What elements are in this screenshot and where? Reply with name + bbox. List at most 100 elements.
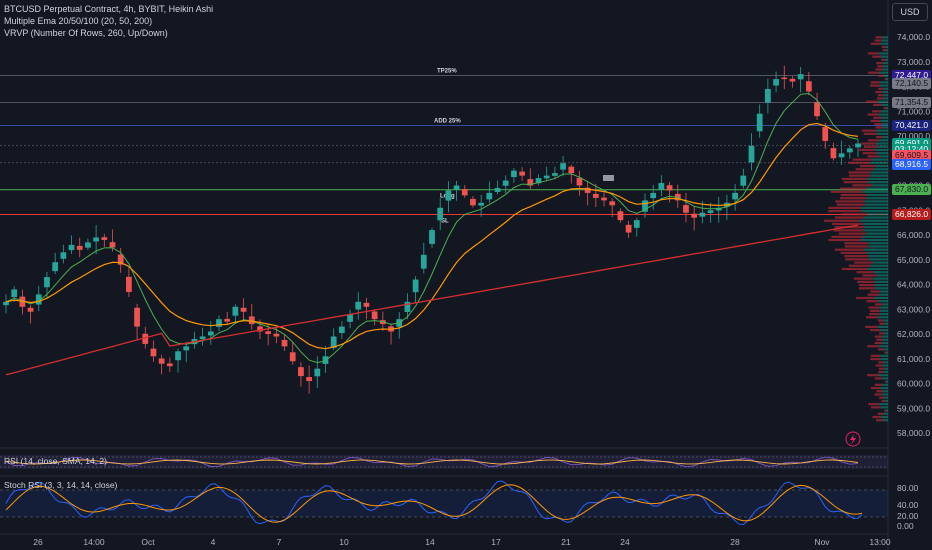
vp-bar-up: [883, 370, 888, 374]
candle-body: [281, 339, 288, 347]
vp-bar-down: [855, 168, 874, 171]
vp-bar-up: [880, 406, 888, 409]
vp-bar-down: [881, 399, 886, 403]
vp-bar-up: [879, 309, 888, 312]
vp-bar-down: [870, 119, 881, 123]
candle-body: [101, 237, 108, 240]
vp-bar-up: [879, 84, 888, 87]
vp-bar-up: [883, 367, 888, 370]
vp-bar-up: [881, 393, 888, 396]
annotation-tp[interactable]: TP25%: [437, 68, 457, 74]
candle-body: [371, 311, 378, 320]
vp-bar-down: [867, 345, 879, 348]
candle-body: [781, 77, 788, 80]
vp-bar-up: [882, 90, 888, 94]
vp-bar-up: [880, 415, 888, 419]
candle-body: [502, 180, 509, 186]
vp-bar-up: [872, 184, 888, 187]
vp-bar-down: [876, 61, 883, 65]
candle-body: [822, 127, 829, 141]
candle-body: [814, 102, 820, 117]
vp-bar-down: [848, 264, 871, 267]
candle-body: [27, 307, 34, 312]
vp-bar-up: [879, 312, 888, 316]
vp-bar-down: [873, 116, 882, 119]
annotation-sl[interactable]: SL: [441, 219, 449, 225]
vp-bar-up: [861, 209, 888, 213]
chart-marker[interactable]: [603, 175, 614, 181]
price-tag: 70,421.0: [892, 120, 932, 132]
vp-bar-up: [879, 306, 888, 309]
vp-bar-up: [872, 277, 888, 280]
vp-bar-down: [885, 380, 886, 383]
currency-button[interactable]: USD: [892, 3, 928, 21]
rsi-legend[interactable]: RSI (14, close, SMA, 14, 2): [4, 456, 107, 466]
vp-bar-up: [862, 222, 888, 226]
candle-body: [52, 262, 59, 272]
vp-bar-up: [868, 245, 888, 248]
indicator-ema-legend[interactable]: Multiple Ema 20/50/100 (20, 50, 200): [4, 16, 153, 26]
vp-bar-up: [877, 132, 888, 135]
vp-bar-down: [870, 42, 881, 45]
vp-bar-up: [881, 103, 888, 107]
candle-body: [109, 242, 116, 248]
candle-body: [437, 207, 444, 221]
vp-bar-down: [879, 396, 885, 399]
alert-icon[interactable]: [845, 431, 861, 447]
ema-200-line: [5, 224, 859, 376]
indicator-vrvp-legend[interactable]: VRVP (Number Of Rows, 260, Up/Down): [4, 28, 168, 38]
vp-bar-down: [878, 367, 884, 370]
candle-body: [126, 276, 132, 292]
vp-bar-down: [841, 177, 868, 181]
candle-body: [830, 148, 837, 159]
vp-bar-up: [880, 110, 888, 113]
vp-bar-down: [875, 303, 883, 306]
time-axis-label: 10: [339, 537, 349, 547]
time-axis-label: 28: [730, 537, 740, 547]
candle-body: [625, 224, 632, 233]
chart-title: BTCUSD Perpetual Contract, 4h, BYBIT, He…: [4, 4, 214, 14]
vp-bar-down: [867, 113, 879, 116]
rsi-line: [5, 456, 859, 468]
vp-bar-down: [878, 370, 884, 374]
candle-body: [568, 166, 575, 174]
annotation-add[interactable]: ADD 25%: [434, 119, 461, 125]
vp-bar-up: [885, 49, 888, 52]
vp-bar-down: [828, 206, 862, 209]
vp-bar-up: [882, 126, 888, 129]
candle-body: [478, 202, 485, 206]
vp-bar-up: [873, 168, 888, 171]
vp-bar-up: [866, 187, 888, 190]
candle-body: [306, 377, 312, 382]
time-axis-label: Nov: [814, 537, 830, 547]
vp-bar-up: [878, 52, 888, 55]
candle-body: [224, 318, 231, 322]
vp-bar-up: [865, 232, 888, 235]
candle-body: [150, 348, 157, 357]
vp-bar-down: [859, 287, 875, 290]
stoch-axis-label: 0.00: [897, 521, 914, 531]
candle-body: [273, 333, 280, 337]
candle-body: [486, 192, 493, 200]
stoch-rsi-legend[interactable]: Stoch RSI (3, 3, 14, 14, close): [4, 480, 118, 490]
time-axis-label: 4: [211, 537, 216, 547]
candle-body: [494, 187, 501, 192]
vp-bar-down: [856, 271, 874, 274]
vp-bar-up: [874, 283, 888, 287]
candle-body: [773, 79, 779, 86]
vp-bar-up: [882, 364, 888, 367]
vp-bar-down: [859, 283, 875, 287]
vp-bar-up: [873, 271, 888, 274]
vp-bar-up: [881, 123, 888, 126]
vp-bar-down: [838, 232, 866, 235]
vp-bar-down: [870, 357, 881, 361]
vp-bar-down: [878, 361, 884, 364]
candle-body: [691, 213, 698, 218]
vp-bar-down: [828, 238, 862, 242]
vp-bar-down: [884, 78, 886, 81]
vp-bar-up: [883, 412, 888, 415]
lightning-icon[interactable]: [850, 434, 856, 445]
vp-bar-down: [843, 181, 869, 184]
vp-bar-up: [862, 190, 888, 193]
